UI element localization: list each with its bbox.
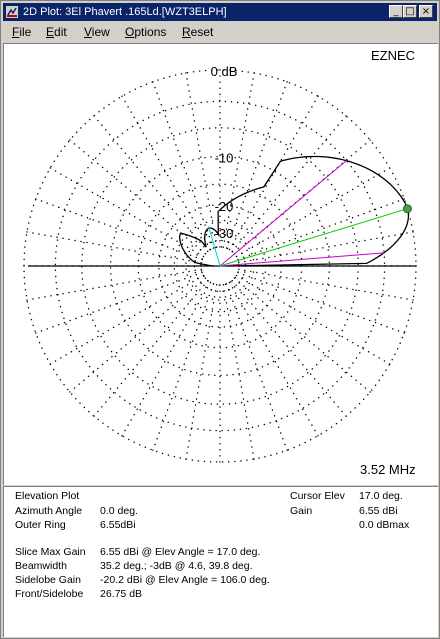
menu-view[interactable]: View — [84, 25, 110, 39]
title-bar[interactable]: 2D Plot: 3El Phavert .165Ld.[WZT3ELPH] _… — [3, 3, 437, 21]
radial-line — [69, 277, 207, 393]
radial-line — [26, 231, 202, 264]
radial-line — [233, 277, 371, 393]
radial-line — [222, 284, 255, 460]
window-title: 2D Plot: 3El Phavert .165Ld.[WZT3ELPH] — [23, 6, 227, 18]
sidelobe-line — [208, 226, 221, 267]
slice-max-value: 6.55 dBi @ Elev Angle = 17.0 deg. — [100, 546, 261, 558]
radial-line — [69, 139, 207, 255]
slice-max-label: Slice Max Gain — [15, 546, 86, 558]
menu-reset[interactable]: Reset — [182, 25, 214, 39]
menu-bar: File Edit View Options Reset — [3, 22, 437, 42]
ring-label: -20 — [215, 199, 234, 214]
info-panel: Elevation Plot Azimuth Angle 0.0 deg. Ou… — [3, 486, 438, 637]
polar-chart[interactable]: 0 dB -10 -20 -30 — [4, 44, 438, 485]
polar-plot-area[interactable]: 0 dB -10 -20 -30 EZNEC 3.52 MHz — [3, 43, 438, 485]
menu-file[interactable]: File — [12, 25, 32, 39]
front-sidelobe-label: Front/Sidelobe — [15, 588, 84, 600]
radial-line — [26, 268, 202, 301]
azimuth-value: 0.0 deg. — [100, 505, 138, 517]
beamwidth-line — [219, 160, 347, 267]
radial-line — [121, 95, 212, 251]
radial-line — [228, 281, 319, 437]
cursor-marker — [402, 204, 412, 214]
azimuth-label: Azimuth Angle — [15, 505, 83, 517]
sidelobe-value: -20.2 dBi @ Elev Angle = 106.0 deg. — [100, 574, 270, 586]
gain-value: 6.55 dBi — [359, 505, 398, 517]
radial-line — [49, 274, 205, 365]
radial-line — [231, 279, 347, 417]
outer-ring-value: 6.55dBi — [100, 519, 136, 531]
gain-dbmax-value: 0.0 dBmax — [359, 519, 410, 531]
radial-line — [228, 95, 319, 251]
ring-label: -30 — [215, 226, 234, 241]
close-button[interactable]: × — [419, 5, 433, 18]
radial-line — [235, 274, 391, 365]
beamwidth-line — [219, 252, 385, 267]
maximize-button[interactable]: □ — [403, 5, 417, 18]
radial-line — [231, 115, 347, 253]
menu-options[interactable]: Options — [125, 25, 167, 39]
cursor-elev-label: Cursor Elev — [290, 490, 345, 502]
sidelobe-label: Sidelobe Gain — [15, 574, 81, 586]
max-gain-line — [219, 208, 408, 267]
elevation-pattern — [179, 155, 410, 267]
beamwidth-value: 35.2 deg.; -3dB @ 4.6, 39.8 deg. — [100, 560, 253, 572]
radial-line — [238, 231, 414, 264]
cursor-elev-value: 17.0 deg. — [359, 490, 403, 502]
frequency-label: 3.52 MHz — [360, 462, 416, 477]
ring-label: -10 — [215, 151, 234, 166]
brand-label: EZNEC — [371, 48, 416, 63]
plot-type-label: Elevation Plot — [15, 490, 80, 502]
beamwidth-label: Beamwidth — [15, 560, 67, 572]
gain-label: Gain — [290, 505, 313, 517]
radial-line — [121, 281, 212, 437]
radial-line — [238, 268, 414, 301]
app-icon — [6, 6, 18, 18]
ring-label: 0 dB — [211, 64, 238, 79]
front-sidelobe-value: 26.75 dB — [100, 588, 143, 600]
menu-edit[interactable]: Edit — [46, 25, 67, 39]
minimize-button[interactable]: _ — [389, 5, 403, 18]
outer-ring-label: Outer Ring — [15, 519, 66, 531]
radial-line — [235, 167, 391, 258]
